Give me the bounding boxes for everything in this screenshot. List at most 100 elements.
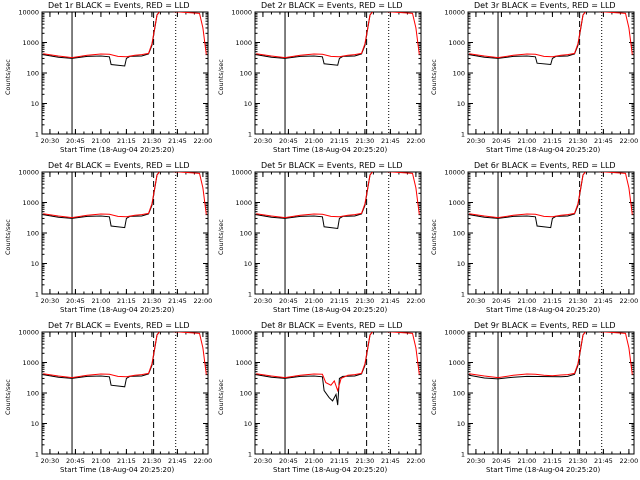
x-tick-label: 21:00	[518, 297, 537, 305]
x-tick-label: 21:00	[518, 137, 537, 145]
x-tick-label: 21:45	[381, 457, 400, 465]
y-tick-label: 1000	[22, 39, 39, 47]
y-tick-label: 10	[31, 420, 39, 428]
chart-title: Det 3r BLACK = Events, RED = LLD	[474, 1, 616, 10]
x-tick-label: 20:45	[279, 137, 298, 145]
y-tick-label: 100	[27, 390, 39, 398]
y-tick-label: 1	[248, 131, 252, 139]
chart-title: Det 6r BLACK = Events, RED = LLD	[474, 161, 616, 170]
x-tick-label: 21:45	[168, 297, 187, 305]
x-tick-label: 21:15	[543, 297, 562, 305]
x-tick-label: 21:15	[117, 297, 136, 305]
x-tick-label: 20:45	[66, 137, 85, 145]
x-tick-label: 21:30	[569, 457, 588, 465]
x-tick-label: 21:45	[594, 457, 613, 465]
y-tick-label: 10000	[444, 9, 465, 17]
y-tick-label: 1	[461, 291, 465, 299]
y-tick-label: 10	[457, 100, 465, 108]
x-tick-label: 21:15	[330, 137, 349, 145]
x-axis-label: Start Time (18-Aug-04 20:25:20)	[60, 466, 175, 474]
chart-title: Det 5r BLACK = Events, RED = LLD	[261, 161, 403, 170]
x-tick-label: 21:45	[594, 137, 613, 145]
series-events-line	[43, 12, 161, 67]
y-tick-label: 1000	[235, 359, 252, 367]
plot-area: 1 10 100 1000 10000 20:30 20:45 21:00 21:15 21:30…	[18, 329, 213, 466]
y-tick-label: 100	[453, 390, 465, 398]
series-events-line	[256, 332, 374, 406]
y-tick-label: 1000	[22, 359, 39, 367]
series-lld-line	[469, 172, 633, 219]
x-tick-label: 21:45	[168, 137, 187, 145]
x-tick-label: 21:15	[117, 137, 136, 145]
x-axis-label: Start Time (18-Aug-04 20:25:20)	[486, 466, 601, 474]
series-events-line	[43, 332, 161, 388]
y-tick-label: 100	[27, 230, 39, 238]
detector-panel-1: Det 1r BLACK = Events, RED = LLD Counts/s…	[0, 0, 213, 160]
plot-area: 1 10 100 1000 10000 20:30 20:45 21:00 21:15 21:30…	[18, 169, 212, 306]
x-tick-label: 22:00	[194, 457, 213, 465]
x-tick-label: 20:30	[467, 457, 486, 465]
axes-frame	[41, 331, 209, 455]
y-tick-label: 1	[461, 131, 465, 139]
y-tick-label: 10	[244, 420, 252, 428]
series-lld-line	[256, 12, 420, 59]
plot-area: 1 10 100 1000 10000 20:30 20:45 21:00 21:15 21:30…	[444, 9, 638, 146]
y-tick-label: 10	[31, 100, 39, 108]
y-tick-label: 100	[240, 70, 252, 78]
x-axis-label: Start Time (18-Aug-04 20:25:20)	[486, 306, 601, 314]
detector-panel-8: Det 8r BLACK = Events, RED = LLD Counts/s…	[213, 320, 426, 480]
y-tick-label: 1000	[448, 199, 465, 207]
y-tick-label: 10000	[231, 329, 252, 337]
x-tick-label: 20:30	[254, 297, 273, 305]
x-tick-label: 21:15	[330, 457, 349, 465]
axes-frame	[254, 171, 422, 295]
chart-title: Det 4r BLACK = Events, RED = LLD	[48, 161, 190, 170]
x-axis-label: Start Time (18-Aug-04 20:25:20)	[60, 306, 175, 314]
y-tick-label: 10	[457, 260, 465, 268]
x-tick-label: 22:00	[620, 297, 639, 305]
axes-frame	[41, 11, 209, 135]
x-tick-label: 21:15	[117, 457, 136, 465]
plot-area: 1 10 100 1000 10000 20:30 20:45 21:00 21:15 21:30…	[231, 329, 425, 466]
series-lld-line	[256, 172, 420, 219]
x-tick-label: 20:45	[66, 297, 85, 305]
x-tick-label: 20:30	[467, 137, 486, 145]
chart-title: Det 9r BLACK = Events, RED = LLD	[474, 321, 616, 330]
detector-panel-3: Det 3r BLACK = Events, RED = LLD Counts/s…	[426, 0, 639, 160]
y-tick-label: 10000	[18, 9, 39, 17]
y-tick-label: 1	[35, 291, 39, 299]
x-tick-label: 22:00	[407, 297, 426, 305]
x-tick-label: 21:00	[305, 137, 324, 145]
y-tick-label: 1	[461, 451, 465, 459]
series-events-line	[256, 12, 374, 66]
x-axis-label: Start Time (18-Aug-04 20:25:20)	[273, 466, 388, 474]
x-tick-label: 21:15	[543, 457, 562, 465]
x-axis-label: Start Time (18-Aug-04 20:25:20)	[273, 306, 388, 314]
plot-area: 1 10 100 1000 10000 20:30 20:45 21:00 21:15 21:30…	[231, 169, 426, 306]
detector-panel-6: Det 6r BLACK = Events, RED = LLD Counts/s…	[426, 160, 639, 320]
detector-panel-5: Det 5r BLACK = Events, RED = LLD Counts/s…	[213, 160, 426, 320]
x-tick-label: 21:45	[381, 297, 400, 305]
y-tick-label: 1000	[448, 39, 465, 47]
x-tick-label: 20:45	[492, 297, 511, 305]
x-tick-label: 20:45	[492, 137, 511, 145]
series-lld-line	[469, 332, 633, 379]
x-tick-label: 21:30	[143, 297, 162, 305]
y-tick-label: 10000	[444, 329, 465, 337]
chart-title: Det 8r BLACK = Events, RED = LLD	[261, 321, 403, 330]
detector-panel-7: Det 7r BLACK = Events, RED = LLD Counts/s…	[0, 320, 213, 480]
x-tick-label: 20:30	[41, 297, 60, 305]
x-tick-label: 21:15	[543, 137, 562, 145]
x-tick-label: 21:30	[356, 457, 375, 465]
x-tick-label: 20:30	[254, 137, 273, 145]
x-tick-label: 21:30	[356, 137, 375, 145]
x-tick-label: 20:45	[279, 297, 298, 305]
x-tick-label: 20:30	[41, 457, 60, 465]
axes-frame	[254, 11, 422, 135]
series-events-line	[43, 172, 161, 229]
x-tick-label: 22:00	[194, 137, 213, 145]
y-tick-label: 1	[248, 291, 252, 299]
y-tick-label: 10000	[231, 169, 252, 177]
x-tick-label: 21:30	[143, 137, 162, 145]
